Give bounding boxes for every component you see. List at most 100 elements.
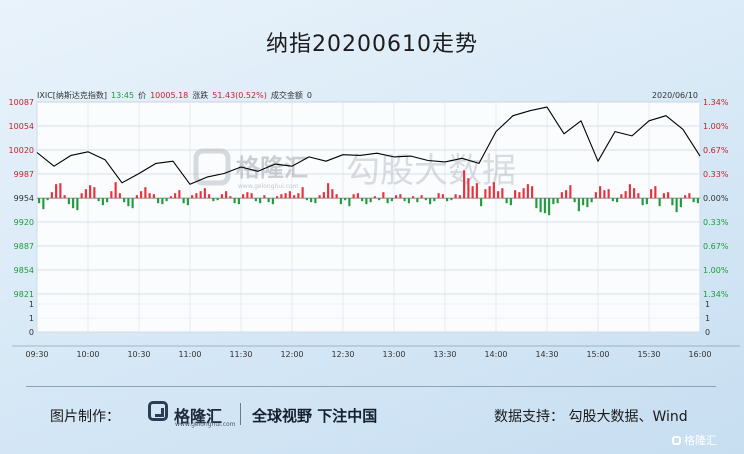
- bar-down: [212, 198, 215, 202]
- watermark-logo-icon: [193, 148, 231, 186]
- bar-up: [152, 194, 155, 199]
- bar-up: [229, 196, 232, 199]
- x-tick-label: 15:00: [586, 350, 609, 359]
- bar-down: [696, 198, 699, 204]
- bar-down: [586, 198, 589, 208]
- bar-down: [658, 198, 661, 207]
- info-amount: 0: [307, 91, 312, 100]
- bar-up: [195, 193, 198, 199]
- bar-down: [692, 198, 695, 203]
- bar-down: [267, 198, 270, 203]
- volume-tick-right: 1: [705, 300, 710, 309]
- bar-down: [548, 198, 551, 216]
- bar-down: [182, 198, 185, 204]
- bar-up: [526, 184, 529, 199]
- bar-down: [131, 198, 134, 209]
- bar-down: [46, 198, 49, 201]
- corner-logo-text: 格隆汇: [684, 434, 717, 447]
- bar-up: [603, 190, 606, 199]
- bar-up: [178, 190, 181, 199]
- bar-up: [628, 184, 631, 199]
- bar-up: [84, 189, 87, 199]
- x-tick-label: 10:30: [127, 350, 150, 359]
- x-tick-label: 12:00: [280, 350, 303, 359]
- x-tick-label: 11:00: [178, 350, 201, 359]
- bar-up: [263, 195, 266, 199]
- y-tick-right: 0.00%: [703, 194, 729, 203]
- bar-up: [412, 196, 415, 199]
- bar-down: [390, 198, 393, 202]
- bar-up: [59, 183, 62, 199]
- info-date: 2020/06/10: [652, 91, 698, 100]
- bar-down: [310, 198, 313, 203]
- x-tick-label: 11:30: [229, 350, 252, 359]
- info-amount-label: 成交金额: [271, 90, 303, 100]
- bar-up: [293, 195, 296, 199]
- bar-down: [348, 198, 351, 207]
- bar-up: [276, 196, 279, 199]
- y-tick-left: 9987: [14, 170, 34, 179]
- bar-up: [633, 188, 636, 199]
- bar-down: [671, 198, 674, 206]
- x-tick-label: 13:30: [433, 350, 456, 359]
- bar-up: [80, 193, 83, 199]
- bar-up: [246, 192, 249, 199]
- x-tick-label: 16:00: [688, 350, 711, 359]
- bar-up: [250, 193, 253, 199]
- bar-down: [590, 198, 593, 203]
- x-tick-label: 15:30: [637, 350, 660, 359]
- bar-down: [386, 198, 389, 204]
- x-tick-label: 09:30: [25, 350, 48, 359]
- plot-area: [36, 101, 701, 333]
- bar-down: [361, 198, 364, 202]
- bar-up: [497, 191, 500, 199]
- bar-up: [220, 194, 223, 199]
- bar-down: [76, 198, 79, 211]
- bar-up: [437, 193, 440, 199]
- chart: IXIC[纳斯达克指数] 13:45 价 10005.18 涨跌 51.43(0.52%)…: [9, 90, 740, 359]
- bar-up: [492, 182, 495, 199]
- bar-up: [607, 189, 610, 199]
- watermark-text: 勾股大数据: [346, 151, 516, 191]
- bar-up: [382, 192, 385, 199]
- bar-down: [552, 198, 555, 205]
- volume-tick-left: 0: [29, 328, 34, 337]
- bar-up: [522, 188, 525, 199]
- bar-up: [93, 187, 96, 199]
- bar-up: [399, 194, 402, 199]
- bar-up: [565, 190, 568, 199]
- footer-vertical-divider: [240, 403, 241, 425]
- bar-down: [161, 198, 164, 205]
- bar-down: [42, 198, 45, 210]
- bar-down: [101, 198, 104, 206]
- footer-divider: [26, 386, 716, 387]
- bar-up: [488, 186, 491, 199]
- bar-up: [458, 195, 461, 199]
- bar-up: [531, 186, 534, 199]
- x-tick-label: 14:00: [484, 350, 507, 359]
- bar-down: [450, 198, 453, 201]
- y-tick-right: 0.67%: [703, 242, 729, 251]
- bar-down: [72, 198, 75, 209]
- bar-up: [662, 193, 665, 199]
- y-tick-right: 1.00%: [703, 266, 729, 275]
- bar-down: [305, 198, 308, 201]
- footer-credit-label: 图片制作：: [50, 409, 120, 425]
- bar-up: [318, 195, 321, 199]
- y-tick-right: 0.33%: [703, 218, 729, 227]
- bar-up: [637, 193, 640, 199]
- bar-up: [560, 192, 563, 199]
- bar-up: [327, 183, 330, 199]
- bar-down: [645, 198, 648, 205]
- y-tick-left: 9954: [14, 194, 34, 203]
- bar-down: [539, 198, 542, 213]
- bar-up: [667, 192, 670, 199]
- bar-up: [684, 195, 687, 199]
- bar-up: [50, 192, 53, 199]
- bar-up: [484, 189, 487, 199]
- bar-up: [467, 178, 470, 199]
- bar-up: [373, 196, 376, 199]
- info-price: 10005.18: [150, 91, 188, 100]
- info-change-label: 涨跌: [192, 90, 208, 100]
- bar-up: [55, 184, 58, 199]
